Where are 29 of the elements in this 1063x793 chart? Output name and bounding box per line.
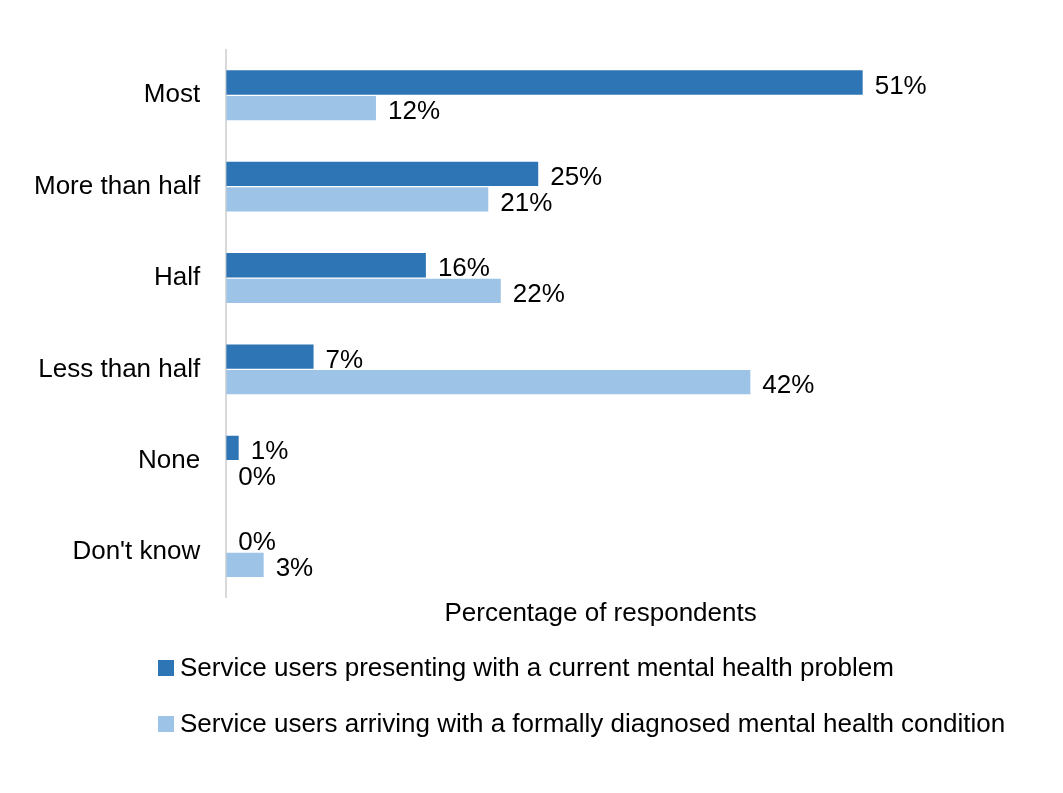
y-tick-label: Half — [153, 261, 201, 292]
bar — [226, 161, 539, 187]
bar — [226, 253, 426, 278]
data-label: 25% — [550, 161, 603, 192]
x-axis-title: Percentage of respondents — [444, 596, 757, 627]
data-label: 42% — [762, 369, 815, 400]
legend-label: Service users presenting with a current mental health problem — [180, 651, 894, 683]
bar — [226, 70, 863, 95]
bar — [226, 278, 501, 303]
data-label: 21% — [500, 186, 553, 217]
data-label: 3% — [275, 552, 314, 583]
data-label: 51% — [874, 69, 927, 100]
data-label: 12% — [387, 95, 441, 126]
data-label: 22% — [512, 277, 565, 308]
bar — [226, 187, 489, 212]
bar — [226, 552, 264, 578]
bar — [226, 435, 239, 461]
bar — [226, 95, 376, 121]
y-tick-label: None — [138, 443, 201, 474]
bar — [226, 344, 314, 369]
legend-label: Service users arriving with a formally diagnosed mental health condition — [180, 707, 1006, 739]
y-tick-label: Most — [143, 78, 201, 109]
bar — [226, 370, 751, 395]
y-tick-label: More than half — [33, 169, 201, 200]
y-tick-label: Don't know — [72, 535, 201, 566]
data-label: 16% — [437, 252, 490, 283]
data-label: 7% — [325, 343, 364, 374]
y-tick-label: Less than half — [38, 352, 201, 383]
data-label: 0% — [238, 526, 276, 557]
